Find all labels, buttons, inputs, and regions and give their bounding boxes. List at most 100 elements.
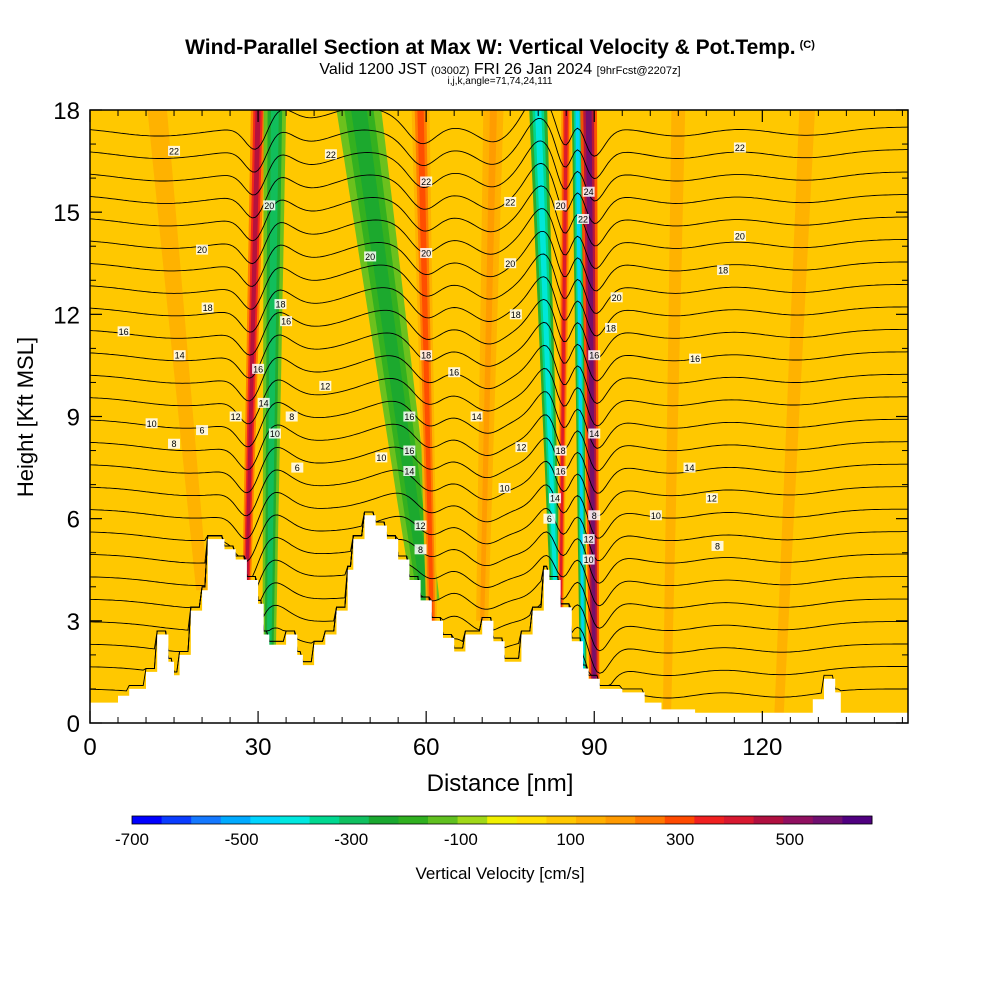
y-tick-label: 9 bbox=[67, 405, 80, 432]
contour-label-text: 20 bbox=[365, 252, 375, 262]
contour-label: 22 bbox=[324, 149, 337, 160]
contour-label: 6 bbox=[543, 513, 556, 524]
contour-label-text: 10 bbox=[500, 484, 510, 494]
colorbar-swatch bbox=[487, 816, 518, 824]
axes: 0 30 60 90 120 0 3 6 9 12 15 18 bbox=[53, 98, 908, 761]
subtitle-valid: Valid 1200 JST bbox=[319, 61, 427, 78]
theta-contour bbox=[90, 140, 908, 202]
contour-label-text: 20 bbox=[505, 259, 515, 269]
contour-label: 14 bbox=[403, 465, 416, 476]
contour-label: 18 bbox=[717, 265, 730, 276]
colorbar-swatch bbox=[428, 816, 459, 824]
y-tick-label: 3 bbox=[67, 609, 80, 636]
contour-label: 14 bbox=[549, 493, 562, 504]
contour-label: 18 bbox=[420, 350, 433, 361]
contour-label-text: 18 bbox=[718, 266, 728, 276]
contour-label: 8 bbox=[414, 544, 427, 555]
theta-contour bbox=[90, 185, 908, 247]
theta-contour bbox=[90, 321, 908, 382]
contour-label-text: 20 bbox=[421, 249, 431, 259]
theta-contour bbox=[90, 460, 908, 517]
colorbar-frame bbox=[131, 815, 873, 825]
contour-label-text: 22 bbox=[505, 197, 515, 207]
contour-label-text: 8 bbox=[715, 541, 720, 551]
contour-label-text: 20 bbox=[197, 245, 207, 255]
contour-label-text: 22 bbox=[578, 214, 588, 224]
colorbar-swatch bbox=[546, 816, 577, 824]
contour-label: 12 bbox=[582, 534, 595, 545]
contour-label-text: 16 bbox=[253, 364, 263, 374]
contour-label: 8 bbox=[588, 510, 601, 521]
colorbar-tick-label: 100 bbox=[556, 830, 584, 849]
colorbar-swatch bbox=[368, 816, 399, 824]
contour-label-text: 10 bbox=[584, 555, 594, 565]
colorbar-tick-label: -100 bbox=[444, 830, 478, 849]
contour-label-text: 16 bbox=[404, 446, 414, 456]
contour-label-text: 22 bbox=[735, 143, 745, 153]
contour-label-text: 18 bbox=[421, 351, 431, 361]
contour-label-text: 12 bbox=[516, 443, 526, 453]
contour-label-text: 12 bbox=[231, 412, 241, 422]
contour-label-text: 20 bbox=[735, 232, 745, 242]
colorbar-swatch bbox=[339, 816, 370, 824]
contour-label: 12 bbox=[414, 520, 427, 531]
w-band bbox=[559, 110, 568, 608]
contour-label: 10 bbox=[268, 428, 281, 439]
contour-label: 20 bbox=[196, 244, 209, 255]
theta-contour bbox=[90, 230, 908, 292]
colorbar-swatch bbox=[280, 816, 311, 824]
contour-label-text: 16 bbox=[690, 354, 700, 364]
contour-label: 20 bbox=[263, 200, 276, 211]
contour-label-text: 12 bbox=[584, 535, 594, 545]
contour-label: 18 bbox=[554, 445, 567, 456]
contour-label-text: 6 bbox=[295, 463, 300, 473]
theta-contour bbox=[90, 484, 908, 540]
colorbar-swatch bbox=[753, 816, 784, 824]
w-band bbox=[480, 110, 497, 621]
w-band bbox=[663, 110, 686, 710]
colorbar-swatch bbox=[576, 816, 607, 824]
colorbar-swatch bbox=[516, 816, 547, 824]
colorbar-swatch bbox=[191, 816, 222, 824]
contour-label: 22 bbox=[733, 142, 746, 153]
x-tick-label: 0 bbox=[83, 734, 96, 761]
contour-label: 16 bbox=[403, 411, 416, 422]
contour-label: 8 bbox=[285, 411, 298, 422]
theta-contour bbox=[90, 368, 908, 427]
contour-label: 18 bbox=[274, 299, 287, 310]
w-band bbox=[417, 110, 434, 621]
subtitle-forecast: [9hrFcst@2207z] bbox=[596, 65, 681, 77]
contour-label: 22 bbox=[420, 176, 433, 187]
contour-label: 16 bbox=[403, 445, 416, 456]
y-tick-label: 18 bbox=[53, 98, 80, 125]
colorbar-tick-label: -500 bbox=[225, 830, 259, 849]
contour-label: 20 bbox=[733, 231, 746, 242]
terrain-mask bbox=[90, 515, 908, 723]
contour-label: 16 bbox=[689, 353, 702, 364]
contour-label-text: 14 bbox=[684, 463, 694, 473]
colorbar-swatch bbox=[250, 816, 281, 824]
y-axis-label: Height [Kft MSL] bbox=[13, 337, 38, 497]
contour-label: 20 bbox=[504, 258, 517, 269]
contour-label: 10 bbox=[145, 418, 158, 429]
contour-label: 12 bbox=[229, 411, 242, 422]
colorbar-label: Vertical Velocity [cm/s] bbox=[415, 864, 585, 883]
colorbar-swatch bbox=[398, 816, 429, 824]
w-band bbox=[147, 110, 208, 591]
contour-label-text: 10 bbox=[147, 419, 157, 429]
colorbar-swatch bbox=[457, 816, 488, 824]
theta-contour bbox=[90, 344, 908, 405]
contour-label: 12 bbox=[705, 493, 718, 504]
contour-label-text: 12 bbox=[416, 521, 426, 531]
colorbar-tick-label: 500 bbox=[776, 830, 804, 849]
contour-label-text: 18 bbox=[275, 300, 285, 310]
contour-label-text: 16 bbox=[589, 351, 599, 361]
theta-contour bbox=[90, 507, 908, 563]
colorbar-swatch bbox=[812, 816, 843, 824]
contour-label-text: 18 bbox=[203, 303, 213, 313]
contour-label: 8 bbox=[168, 438, 181, 449]
x-axis-label: Distance [nm] bbox=[427, 770, 574, 797]
contour-label-text: 16 bbox=[119, 327, 129, 337]
contour-label-text: 10 bbox=[270, 429, 280, 439]
